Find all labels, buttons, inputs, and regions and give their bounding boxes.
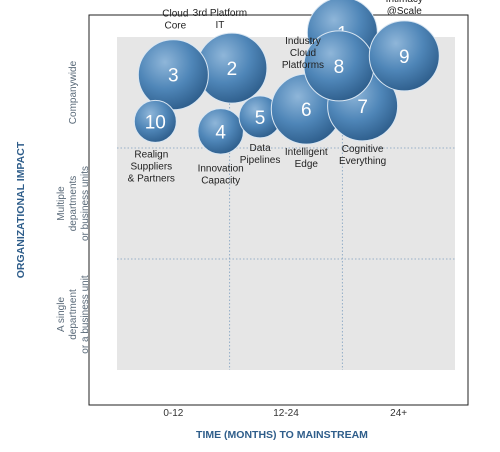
y-band-label: Companywide	[68, 60, 79, 124]
x-tick-label: 12-24	[273, 408, 299, 419]
bubble-label-4: Innovation Capacity	[198, 163, 244, 186]
bubble-number-4: 4	[215, 122, 226, 143]
bubble-number-5: 5	[255, 108, 266, 129]
bubble-4	[197, 108, 244, 155]
bubble-label-5: Data Pipelines	[240, 143, 281, 166]
bubble-label-2: 3rd Platform IT	[193, 8, 247, 31]
bubble-number-8: 8	[334, 57, 345, 78]
y-band-labels: A singledepartmentor a business unit Mult…	[56, 60, 91, 353]
bubble-9	[368, 20, 440, 92]
bubble-10	[133, 99, 177, 143]
bubble-label-3: Cloud Core	[162, 9, 188, 32]
bubble-labels: CEO-led DX Strategy3rd PlatformITCloudCo…	[128, 0, 427, 186]
x-tick-label: 0-12	[163, 408, 183, 419]
bubble-number-2: 2	[227, 59, 238, 80]
bubble-label-8: Industry Cloud Platforms	[282, 36, 324, 71]
bubble-number-3: 3	[168, 66, 179, 87]
bubble-number-9: 9	[399, 47, 410, 68]
bubble-label-7: Cognitive Everything	[339, 144, 386, 167]
bubble-label-10: Realign Suppliers & Partners	[128, 149, 175, 184]
bubble-number-10: 10	[145, 112, 166, 133]
x-tick-label: 24+	[390, 408, 407, 419]
y-axis-title: ORGANIZATIONAL IMPACT	[15, 141, 27, 278]
bubble-label-6: Intelligent Edge	[285, 147, 328, 170]
y-band-label: Multipledepartmentsor business units	[56, 166, 91, 241]
bubble-label-9: Customer/Intimacy@Scale	[381, 0, 427, 17]
bubbles: 12345678910	[133, 0, 440, 155]
bubble-number-6: 6	[301, 100, 312, 121]
bubble-number-7: 7	[357, 97, 368, 118]
y-band-label: A singledepartmentor a business unit	[56, 275, 91, 354]
grid-lines	[117, 37, 455, 370]
x-tick-labels: 0-12 12-24 24+	[163, 408, 407, 419]
x-axis-title: TIME (MONTHS) TO MAINSTREAM	[196, 429, 368, 441]
